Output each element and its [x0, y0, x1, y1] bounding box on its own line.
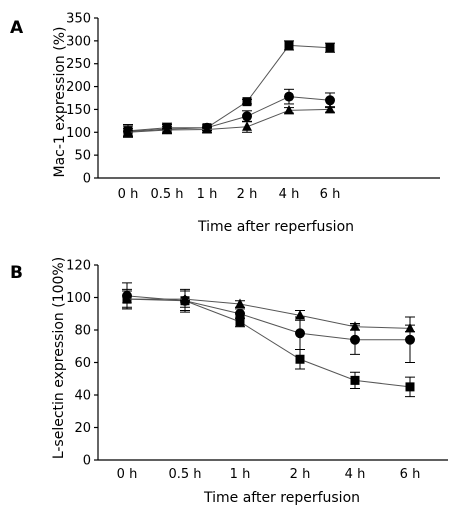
panel-b-x-tick-label: 2 h [290, 467, 311, 482]
panel-b-square-series-line [126, 298, 411, 388]
panel-b-square-point [405, 382, 415, 392]
panel-a-x-tick-label: 2 h [237, 187, 258, 202]
panel-b-circle-point [295, 328, 305, 339]
panel-a-y-tick-label: 150 [66, 103, 91, 118]
panel-b-triangle-point [235, 298, 245, 308]
panel-a-circle-series-line [127, 96, 331, 132]
panel-a-x-tick-label: 0.5 h [150, 187, 183, 202]
panel-a-circle-point [325, 95, 335, 106]
panel-a-y-tick-label: 0 [83, 172, 91, 187]
panel-a-x-tick-label: 0 h [118, 187, 139, 202]
panel-b-triangle-series-line [127, 298, 411, 329]
panel-b-triangle-point [350, 321, 360, 331]
panel-a-square-point [284, 40, 294, 50]
panel-a-triangle-point [162, 124, 172, 134]
panel-b-x-tick-label: 0 h [117, 467, 138, 482]
panel-a-y-axis-title: Mac-1 expression (%) [52, 27, 68, 178]
panel-b-circle-point [405, 334, 415, 345]
panel-a-triangle-series-line [127, 108, 331, 133]
panel-b-y-tick-label: 60 [74, 356, 91, 371]
panel-a-y-tick-label: 50 [74, 149, 91, 164]
panel-a-y-tick-label: 250 [66, 57, 91, 72]
panel-b-square-point [350, 375, 360, 385]
panel-a-x-axis-title: Time after reperfusion [197, 219, 354, 235]
panel-b-circle-point [235, 308, 245, 319]
panel-a-y-tick-label: 200 [66, 80, 91, 95]
panel-a-triangle-point [242, 121, 252, 131]
panel-a-triangle-point [325, 103, 335, 114]
panel-a-y-tick-label: 100 [66, 126, 91, 141]
panel-b-x-axis-title: Time after reperfusion [203, 490, 360, 506]
panel-b-y-tick-label: 80 [74, 324, 91, 339]
panel-a-square-point [242, 97, 252, 107]
panel-b-triangle-point [405, 322, 415, 333]
panel-a-x-tick-label: 1 h [197, 187, 218, 202]
panel-b-x-tick-label: 4 h [345, 467, 366, 482]
panel-b-triangle-point [295, 309, 305, 320]
panel-b-y-tick-label: 120 [66, 259, 91, 274]
panel-a-triangle-point [202, 124, 212, 134]
panel-a-circle-point [242, 111, 252, 122]
panel-b-triangle-point [122, 293, 132, 304]
panel-b-square-point [235, 317, 245, 327]
panel-a-y-tick-label: 300 [66, 34, 91, 49]
panel-b-y-tick-label: 20 [74, 421, 91, 436]
panel-a-triangle-point [123, 126, 133, 137]
panel-a-x-tick-label: 4 h [279, 187, 300, 202]
panel-a-square-point [325, 43, 335, 53]
panel-b-letter: B [10, 263, 23, 283]
panel-b-y-tick-label: 100 [66, 291, 91, 306]
panel-a-circle-point [284, 91, 294, 102]
panel-a-x-tick-label: 6 h [320, 187, 341, 202]
panel-b-y-tick-label: 40 [74, 389, 91, 404]
panel-b-y-tick-label: 0 [83, 454, 91, 469]
panel-a-y-tick-label: 350 [66, 12, 91, 27]
panel-b-circle-series-line [126, 295, 410, 341]
panel-b-circle-point [350, 334, 360, 345]
panel-b-triangle-point [180, 293, 190, 304]
panel-b-x-tick-label: 6 h [400, 467, 421, 482]
panel-a-square-series-line [127, 44, 331, 132]
panel-b-x-tick-label: 0.5 h [168, 467, 201, 482]
panel-b-chart: B L-selectin expression (100%) Time afte… [10, 257, 448, 506]
panel-a-triangle-point [284, 104, 294, 115]
panel-b-square-point [295, 354, 305, 364]
panel-b-y-axis-title: L-selectin expression (100%) [51, 257, 67, 459]
panel-b-x-tick-label: 1 h [230, 467, 251, 482]
panel-a-letter: A [10, 18, 24, 38]
panel-a-chart: A Mac-1 expression (%) Time after reperf… [10, 12, 440, 235]
